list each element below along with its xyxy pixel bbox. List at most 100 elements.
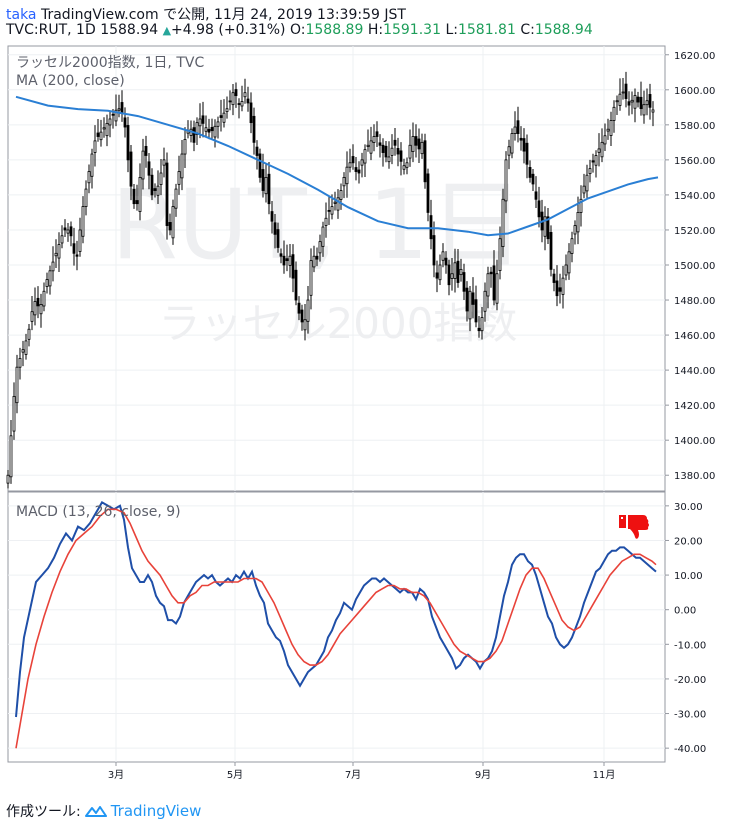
price-tick-label: 1480.00 [674, 296, 715, 307]
candle-body [324, 217, 328, 226]
candle-body [267, 173, 271, 205]
low-value: 1581.81 [457, 22, 516, 38]
tradingview-brand[interactable]: TradingView [110, 802, 202, 820]
candle-body [579, 198, 583, 213]
candle-body [399, 150, 403, 162]
candle-body [489, 271, 493, 275]
candle-body [384, 145, 388, 158]
macd-tick-label: 30.00 [674, 502, 703, 513]
candle-body [516, 120, 520, 134]
candle-body [528, 167, 532, 178]
candle-body [279, 253, 283, 257]
high-value: 1591.31 [383, 22, 441, 38]
macd-grid [8, 492, 665, 762]
candle-body [417, 138, 421, 150]
candle-body [573, 225, 577, 235]
candle-body [636, 96, 640, 103]
candle-body [462, 272, 466, 292]
candle-body [318, 241, 322, 254]
candle-body [177, 171, 181, 185]
author-link[interactable]: taka [6, 7, 37, 23]
price-legend-ma[interactable]: MA (200, close) [16, 73, 125, 89]
candle-body [408, 144, 412, 159]
candlestick-series [6, 71, 655, 489]
candle-body [285, 258, 289, 262]
candle-body [171, 206, 175, 239]
high-label: H: [367, 22, 384, 38]
candle-body [360, 159, 364, 166]
candle-body [411, 136, 415, 152]
candle-body [429, 215, 433, 240]
candle-body [588, 168, 592, 175]
time-tick-label: 11月 [593, 769, 616, 781]
macd-tick-label: 10.00 [674, 571, 703, 582]
candle-body [369, 140, 373, 154]
candle-body [273, 222, 277, 235]
candle-body [174, 188, 178, 209]
candle-body [237, 103, 241, 105]
candle-body [90, 153, 94, 177]
macd-tick-label: -20.00 [674, 675, 706, 686]
candle-body [261, 169, 265, 191]
candle-body [231, 92, 235, 106]
candle-body [513, 126, 517, 134]
candle-body [48, 270, 52, 287]
candle-body [120, 102, 124, 114]
candle-body [582, 185, 586, 194]
candle-body [504, 159, 508, 202]
candle-body [183, 139, 187, 155]
candle-body [195, 122, 199, 135]
candle-body [426, 173, 430, 213]
candle-body [603, 135, 607, 145]
candle-body [357, 169, 361, 174]
candle-body [81, 206, 85, 237]
candle-body [54, 252, 58, 257]
candle-body [531, 173, 535, 185]
candle-body [159, 172, 163, 185]
candle-body [270, 211, 274, 222]
candle-body [510, 133, 514, 154]
candle-body [519, 137, 523, 141]
thumbs-down-icon[interactable] [618, 514, 650, 540]
candle-body [639, 96, 643, 110]
candle-body [381, 144, 385, 153]
candle-body [585, 174, 589, 192]
candle-body [414, 136, 418, 146]
candle-body [255, 146, 259, 156]
candle-body [102, 127, 106, 130]
candle-body [225, 108, 229, 112]
candle-body [99, 131, 103, 141]
candle-body [138, 176, 142, 212]
candle-body [294, 269, 298, 301]
candle-body [18, 358, 22, 368]
candle-body [30, 311, 34, 322]
macd-pane-frame [7, 491, 666, 763]
price-legend-title[interactable]: ラッセル2000指数, 1日, TVC [16, 55, 204, 71]
macd-line [15, 501, 657, 718]
macd-tick-label: 20.00 [674, 536, 703, 547]
price-tick-label: 1540.00 [674, 191, 715, 202]
candle-body [597, 148, 601, 153]
candle-body [12, 395, 16, 432]
candle-body [567, 251, 571, 274]
candle-body [135, 200, 139, 205]
candle-body [96, 132, 100, 137]
candle-body [618, 93, 622, 106]
candle-body [75, 254, 79, 257]
macd-legend[interactable]: MACD (13, 26, close, 9) [16, 504, 181, 520]
candle-body [306, 299, 310, 322]
candle-body [78, 229, 82, 252]
price-axis[interactable]: 1380.00 1400.00 1420.00 1440.00 1460.00 1480.… [665, 51, 715, 482]
price-tick-label: 1600.00 [674, 86, 715, 97]
candle-body [123, 117, 127, 128]
candle-body [522, 138, 526, 152]
time-axis[interactable]: 3月 5月 7月 9月 11月 [108, 762, 616, 781]
macd-axis[interactable]: -40.00 -30.00 -20.00 -10.00 0.00 10.00 20.00 30… [665, 502, 706, 755]
candle-body [141, 150, 145, 180]
candle-body [312, 255, 316, 268]
price-tick-label: 1560.00 [674, 156, 715, 167]
candle-body [366, 144, 370, 147]
candle-body [561, 277, 565, 295]
candle-body [93, 140, 97, 153]
